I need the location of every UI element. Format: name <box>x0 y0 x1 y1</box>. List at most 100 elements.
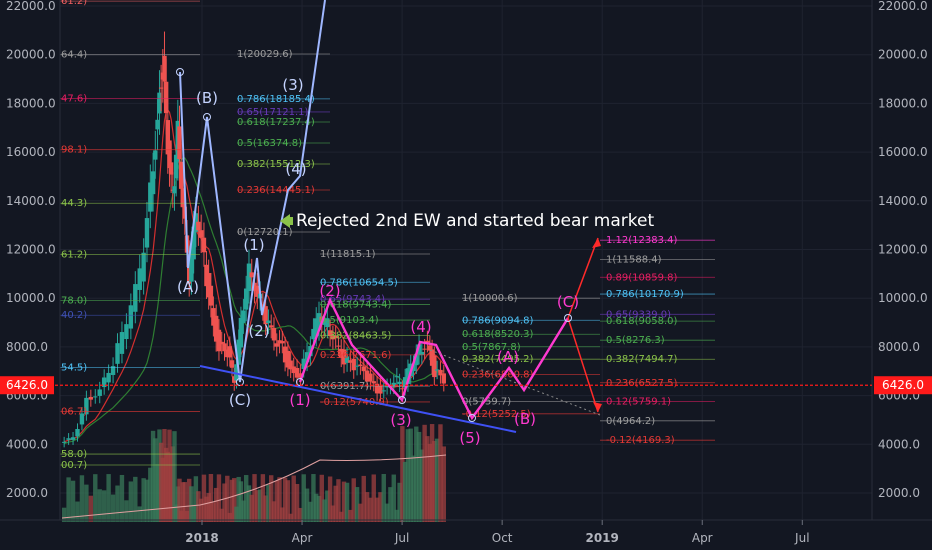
volume-bar <box>144 479 150 522</box>
candle-body <box>327 330 333 337</box>
volume-bar <box>189 486 194 522</box>
fib-mid-label: 0.382(8463.5) <box>320 331 392 342</box>
annotation-arrow-shaft <box>286 217 293 225</box>
projection-down <box>567 317 599 413</box>
candle-body <box>277 340 282 344</box>
candle-body <box>336 345 341 347</box>
wave-point-marker <box>468 414 476 422</box>
candle-body <box>229 360 235 368</box>
volume-bars <box>61 424 447 522</box>
current-price-label-right: 6426.0 <box>882 378 924 392</box>
fib-right-label: 0.5(8276.3) <box>606 335 665 346</box>
annotation-text: Rejected 2nd EW and started bear market <box>296 211 654 231</box>
volume-bar <box>344 482 350 522</box>
volume-bar <box>115 485 120 522</box>
wave-label-bear: (3) <box>390 411 411 429</box>
volume-bar <box>391 474 396 522</box>
volume-bar <box>182 482 187 522</box>
volume-bar <box>397 482 402 522</box>
volume-bar <box>257 489 263 522</box>
candle-body <box>269 325 274 328</box>
volume-bar <box>79 475 85 522</box>
fib-left-label: 64.4) <box>61 50 87 61</box>
volume-bar <box>368 497 373 522</box>
fib-mid-label: -0.12(5740.9) <box>320 397 389 408</box>
projection-up <box>567 237 599 319</box>
wave-point-marker <box>203 113 211 121</box>
volume-bar <box>427 443 433 522</box>
volume-bar <box>101 490 107 522</box>
candle-body <box>155 119 160 130</box>
candle-body <box>397 381 402 385</box>
fib-left-label: 78.0) <box>61 296 87 307</box>
volume-bar <box>348 509 353 522</box>
candle-body <box>70 437 76 440</box>
candle-body <box>427 345 433 351</box>
candle-body <box>432 355 437 378</box>
candle-body <box>225 349 230 358</box>
volume-bar <box>201 474 207 522</box>
fib-left-label: 40.2) <box>61 310 87 321</box>
candle-body <box>243 288 249 310</box>
volume-bar <box>322 499 327 522</box>
volume-bar <box>66 477 71 522</box>
candle-body <box>193 213 199 232</box>
fib-top-label: 0.618(17237.4) <box>237 117 315 128</box>
fib-top-label: 1(20029.6) <box>237 49 293 60</box>
candle-body <box>201 237 207 253</box>
volume-bar <box>229 479 235 522</box>
volume-bar <box>341 481 347 522</box>
y-tick-label-right: 4000.0 <box>878 437 920 451</box>
y-tick-label-left: 2000.0 <box>6 486 48 500</box>
projection-dotted <box>429 349 601 416</box>
projection-down-arrow-icon <box>593 402 602 412</box>
moving-averages <box>63 109 445 445</box>
candle-body <box>101 377 107 388</box>
candle-body <box>172 186 177 194</box>
candle-body <box>330 335 336 340</box>
candle-body <box>416 344 422 356</box>
volume-bar <box>361 475 366 522</box>
candle-body <box>232 376 237 383</box>
candle-body <box>236 339 241 365</box>
candle-body <box>280 341 285 344</box>
fib-low-label: 0.5(7867.8) <box>462 342 521 353</box>
volume-bar <box>266 484 271 522</box>
fib-low-label: 0.236(6860.8) <box>462 370 534 381</box>
volume-bar <box>141 478 146 522</box>
x-tick-label: Oct <box>492 531 513 545</box>
volume-bar <box>241 500 246 522</box>
volume-bar <box>252 474 257 522</box>
fib-left-label: 61.2) <box>61 249 87 260</box>
y-tick-label-right: 12000.0 <box>878 243 928 257</box>
volume-bar <box>339 511 344 522</box>
candle-body <box>339 348 344 358</box>
y-tick-label-right: 18000.0 <box>878 96 928 110</box>
fib-top-label: 0.236(14445.1) <box>237 185 315 196</box>
volume-bar <box>419 449 425 522</box>
candle-body <box>88 396 94 400</box>
fib-mid-label: 1(11815.1) <box>320 249 376 260</box>
y-tick-label-left: 4000.0 <box>6 437 48 451</box>
fib-mid-label: 0.786(10654.5) <box>320 277 398 288</box>
candle-body <box>371 381 376 384</box>
volume-bar <box>314 493 319 522</box>
wave-point-marker <box>564 314 572 322</box>
projection-up-arrow-icon <box>592 238 601 248</box>
candle-body <box>153 150 158 160</box>
volume-bar <box>216 474 222 522</box>
volume-bar <box>388 487 393 522</box>
fib-top-label: 0(12720.1) <box>237 227 293 238</box>
wave-label-bull: (3) <box>282 76 303 94</box>
candle-body <box>191 226 196 260</box>
volume-bar <box>255 490 260 522</box>
candle-body <box>133 284 138 312</box>
candle-body <box>141 252 146 282</box>
candle-body <box>298 373 303 378</box>
candle-body <box>180 188 186 208</box>
candle-body <box>128 305 134 329</box>
x-tick-label: Apr <box>692 531 713 545</box>
fib-mid-label: 0.5(9103.4) <box>320 315 379 326</box>
